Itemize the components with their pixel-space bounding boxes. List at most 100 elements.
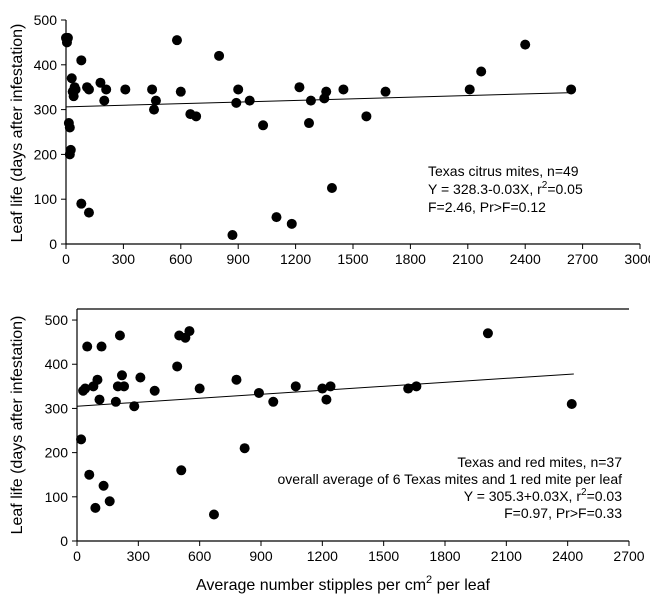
bottom-data-point <box>253 387 264 398</box>
bottom-data-point <box>172 361 183 372</box>
bottom-data-point <box>76 434 87 445</box>
top-data-point <box>175 86 186 97</box>
bottom-data-point <box>566 399 577 410</box>
top-x-tick-label: 1800 <box>395 251 426 267</box>
bottom-y-tick-label: 300 <box>45 400 69 416</box>
bottom-regression-line <box>76 373 574 407</box>
top-x-tick-label: 2700 <box>567 251 598 267</box>
top-points <box>61 32 577 241</box>
top-data-point <box>476 66 487 77</box>
bottom-data-point <box>290 381 301 392</box>
bottom-data-point <box>321 394 332 405</box>
bottom-annotation-line-1: Texas and red mites, n=37 <box>457 454 622 470</box>
top-data-point <box>65 144 76 155</box>
top-y-tick-label: 300 <box>34 102 58 118</box>
top-data-point <box>361 111 372 122</box>
top-x-tick-label: 1500 <box>337 251 368 267</box>
top-y-tick-label: 500 <box>34 12 58 28</box>
bottom-data-point <box>90 502 101 513</box>
bottom-data-point <box>119 381 130 392</box>
top-data-point <box>83 84 94 95</box>
bottom-data-point <box>116 370 127 381</box>
top-data-point <box>120 84 131 95</box>
bottom-annotation-line-4: F=0.97, Pr>F=0.33 <box>504 505 622 521</box>
bottom-y-tick-label: 200 <box>45 445 69 461</box>
bottom-data-point <box>317 383 328 394</box>
bottom-x-tick-label: 2100 <box>491 548 522 564</box>
bottom-data-point <box>149 385 160 396</box>
top-data-point <box>101 84 112 95</box>
top-y-tick-label: 400 <box>34 57 58 73</box>
x-axis-title-suffix: per leaf <box>432 577 490 594</box>
top-data-point <box>83 207 94 218</box>
top-data-point <box>76 198 87 209</box>
bottom-data-point <box>96 341 107 352</box>
top-data-point <box>62 32 73 43</box>
bottom-y-tick-label: 100 <box>45 489 69 505</box>
bottom-data-point <box>403 383 414 394</box>
top-data-point <box>66 73 77 84</box>
bottom-data-point <box>176 465 187 476</box>
bottom-annotation-superscript: 2 <box>581 487 587 498</box>
top-y-tick-label: 100 <box>34 191 58 207</box>
bottom-y-tick-label: 400 <box>45 356 69 372</box>
bottom-data-point <box>184 326 195 337</box>
bottom-data-point <box>84 469 95 480</box>
top-data-point <box>233 84 244 95</box>
bottom-x-tick-label: 2400 <box>552 548 583 564</box>
bottom-x-axis-title: Average number stipples per cm2 per leaf <box>196 574 491 594</box>
bottom-data-point <box>194 383 205 394</box>
top-annotation-r2-value: =0.05 <box>547 181 583 197</box>
bottom-data-point <box>110 396 121 407</box>
top-data-point <box>520 39 531 50</box>
top-x-tick-label: 900 <box>227 251 251 267</box>
bottom-data-point <box>231 374 242 385</box>
top-y-axis-title: Leaf life (days after infestation) <box>9 24 26 243</box>
top-data-point <box>566 84 577 95</box>
top-y-tick-label: 0 <box>49 236 57 252</box>
bottom-annotation-line-3: Y = 305.3+0.03X, r2=0.03 <box>464 487 622 504</box>
bottom-annotation-line-2: overall average of 6 Texas mites and 1 r… <box>278 471 623 487</box>
top-data-point <box>149 104 160 115</box>
bottom-data-point <box>94 394 105 405</box>
top-ticks: 0300600900120015001800210024002700300001… <box>34 12 650 267</box>
bottom-data-point <box>80 383 91 394</box>
bottom-data-point <box>104 496 115 507</box>
top-data-point <box>294 82 305 93</box>
bottom-x-tick-label: 1500 <box>368 548 399 564</box>
bottom-x-tick-label: 300 <box>127 548 151 564</box>
top-data-point <box>227 230 238 241</box>
bottom-annotation-r2-value: =0.03 <box>587 488 623 504</box>
top-data-point <box>321 86 332 97</box>
top-annotation-superscript: 2 <box>542 180 548 191</box>
bottom-x-tick-label: 900 <box>249 548 273 564</box>
top-annotation-line-3: F=2.46, Pr>F=0.12 <box>428 199 546 215</box>
top-data-point <box>191 111 202 122</box>
bottom-data-point <box>268 396 279 407</box>
top-data-point <box>76 55 87 66</box>
bottom-annotation-equation: Y = 305.3+0.03X, r <box>464 488 582 504</box>
bottom-ticks: 0 300 600 900 1200 1500 1800 2100 2400 2700010020… <box>45 312 645 564</box>
top-x-tick-label: 1200 <box>280 251 311 267</box>
top-data-point <box>326 183 337 193</box>
bottom-data-point <box>325 381 336 392</box>
top-y-tick-label: 200 <box>34 146 58 162</box>
chart-top: 0300600900120015001800210024002700300001… <box>9 12 650 267</box>
bottom-x-tick-label: 1200 <box>307 548 338 564</box>
bottom-data-point <box>114 330 125 341</box>
top-data-point <box>464 84 475 95</box>
top-x-tick-label: 600 <box>169 251 193 267</box>
bottom-y-tick-label: 0 <box>60 533 68 549</box>
top-data-point <box>338 84 349 95</box>
bottom-data-point <box>92 374 103 385</box>
top-data-point <box>231 97 242 108</box>
bottom-data-point <box>82 341 93 352</box>
top-data-point <box>303 118 314 129</box>
bottom-y-axis-title: Leaf life (days after infestation) <box>9 316 26 535</box>
top-x-tick-label: 2100 <box>452 251 483 267</box>
x-axis-title-main: Average number stipples per cm <box>196 577 426 594</box>
bottom-data-point <box>482 328 493 339</box>
bottom-data-point <box>208 509 219 520</box>
